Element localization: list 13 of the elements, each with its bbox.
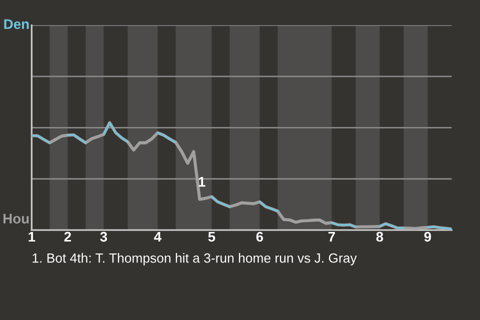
text: Hou — [4, 214, 29, 224]
text: 1. Bot 4th: T. Thompson hit a 3-run home run vs J. Gray — [32, 253, 357, 266]
x-tick-label: 8 — [376, 232, 384, 242]
x-tick-label: 1 — [28, 232, 36, 242]
x-tick-label: 6 — [256, 232, 264, 242]
x-tick-label: 2 — [64, 232, 71, 242]
x-tick-label: 5 — [208, 232, 216, 242]
text: Den — [4, 19, 29, 30]
x-tick-label: 7 — [328, 232, 335, 242]
x-tick-label: 9 — [424, 232, 432, 242]
x-tick-label: 3 — [100, 232, 108, 242]
x-tick-label: 4 — [154, 232, 162, 242]
annotation: 1 — [198, 177, 206, 187]
